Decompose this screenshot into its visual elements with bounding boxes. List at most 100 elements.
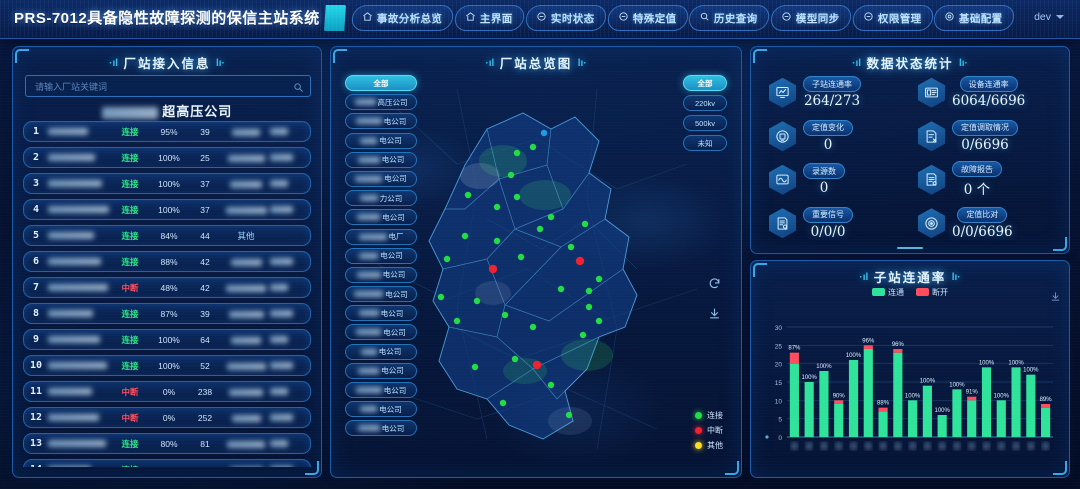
table-row[interactable]: 7 中断 48% 42: [23, 277, 311, 298]
map-org-filter[interactable]: 全部: [345, 75, 417, 91]
map-org-filter[interactable]: 电公司: [345, 170, 417, 187]
table-row[interactable]: 10 连接 100% 52: [23, 355, 311, 376]
map-org-filter[interactable]: 电公司: [345, 305, 417, 322]
map-org-filter[interactable]: 电公司: [345, 151, 417, 168]
map-voltage-filter[interactable]: 500kv: [683, 115, 727, 131]
row-percent: 100%: [158, 360, 180, 371]
map-voltage-filter-list[interactable]: 全部 220kv 500kv 未知: [683, 75, 727, 155]
bar-segment-connected: [878, 411, 888, 437]
title-deco-left: ·ıl: [859, 272, 869, 283]
table-row[interactable]: 14 连接96%51: [23, 459, 311, 467]
province-map[interactable]: [337, 69, 735, 471]
stat-card[interactable]: 重要信号 0/0/0: [761, 202, 910, 246]
map-org-filter[interactable]: 电公司: [345, 382, 417, 398]
refresh-icon[interactable]: [708, 277, 721, 295]
map-title: ·ıl 厂站总览图 lı·: [331, 53, 741, 72]
app-header: PRS-7012具备隐性故障探测的保信主站系统 事故分析总览 主界面 实时状态 特殊定…: [0, 0, 1080, 39]
search-input[interactable]: [33, 76, 285, 98]
map-org-filter[interactable]: 电厂: [345, 228, 417, 245]
map-canvas[interactable]: 全部 高压公司 电公司 电公司 电公司 电公司 力公司 电公司 电厂 电公司 电公司 电公司 电公司 电公…: [337, 69, 735, 471]
bar-segment-connected: [922, 385, 932, 437]
table-row[interactable]: 9 连接 100% 64: [23, 329, 311, 350]
table-row[interactable]: 8 连接 87% 39: [23, 303, 311, 324]
tab-2[interactable]: 主界面: [453, 5, 526, 31]
download-icon[interactable]: [1050, 289, 1061, 307]
table-row[interactable]: 5 连接 84% 44 其他: [23, 225, 311, 246]
map-org-filter[interactable]: 电公司: [345, 209, 417, 226]
map-org-filter[interactable]: 力公司: [345, 190, 417, 207]
user-menu[interactable]: dev: [1034, 11, 1064, 23]
row-count: 39: [200, 308, 210, 319]
map-org-filter[interactable]: 电公司: [345, 113, 417, 130]
row-extra: [270, 461, 296, 467]
map-org-filter[interactable]: 电公司: [345, 247, 417, 264]
map-org-filter[interactable]: 电公司: [345, 286, 417, 303]
chart-legend-item[interactable]: 断开: [916, 287, 948, 298]
download-icon[interactable]: [708, 307, 721, 325]
bar-data-label: 89%: [1040, 397, 1053, 403]
tab-3[interactable]: 实时状态: [524, 5, 608, 31]
legend-dot-icon: [695, 427, 702, 434]
panel-underline: [897, 247, 923, 249]
tab-7[interactable]: 权限管理: [850, 5, 934, 31]
table-row[interactable]: 6 连接 88% 42: [23, 251, 311, 272]
map-org-filter-list[interactable]: 全部 高压公司 电公司 电公司 电公司 电公司 力公司 电公司 电厂 电公司 电公司 电公司 电公司 电公…: [345, 75, 417, 440]
map-org-filter-label: 电公司: [381, 366, 404, 376]
chart-title-text: 子站连通率: [873, 271, 947, 285]
station-list[interactable]: 1 连接 95% 39 2 连接 100% 25 3 连接 100% 37 4 连接 100% 37 5 连接 84…: [23, 121, 311, 467]
stat-card[interactable]: 子站连通率 264/273: [761, 71, 910, 115]
bar-data-label: 100%: [934, 408, 950, 414]
tab-8[interactable]: 基础配置: [932, 5, 1016, 31]
tab-1[interactable]: 事故分析总览: [350, 5, 456, 31]
table-row[interactable]: 3 连接 100% 37: [23, 173, 311, 194]
search-box[interactable]: [25, 75, 311, 98]
stat-card[interactable]: 录源数 0: [761, 158, 910, 202]
y-tick-label: 0: [778, 435, 782, 442]
table-row[interactable]: 4 连接 100% 37: [23, 199, 311, 220]
stat-card[interactable]: 定值比对 0/0/6696: [910, 202, 1059, 246]
bar-segment-connected: [908, 400, 918, 437]
row-percent: 100%: [158, 178, 180, 189]
bar-data-label: 88%: [877, 401, 890, 407]
map-org-filter[interactable]: 电公司: [345, 266, 417, 283]
map-org-filter[interactable]: 电公司: [345, 343, 417, 360]
map-tools[interactable]: [708, 277, 721, 325]
stat-label: 故障报告: [952, 161, 1002, 178]
table-row[interactable]: 1 连接 95% 39: [23, 121, 311, 142]
table-row[interactable]: 12 中断 0% 252: [23, 407, 311, 428]
bar-segment-connected: [952, 389, 962, 437]
map-org-filter[interactable]: 电公司: [345, 420, 417, 437]
stat-label: 设备连通率: [959, 76, 1018, 93]
map-org-filter[interactable]: 电公司: [345, 324, 417, 341]
tab-label: 模型同步: [795, 12, 840, 25]
map-voltage-filter[interactable]: 未知: [683, 135, 727, 151]
map-org-filter[interactable]: 电公司: [345, 362, 417, 379]
table-row[interactable]: 11 中断 0% 238: [23, 381, 311, 402]
tab-6[interactable]: 模型同步: [769, 5, 853, 31]
stat-card[interactable]: 定值变化 0: [761, 115, 910, 159]
table-row[interactable]: 13 连接 80% 81: [23, 433, 311, 454]
map-org-filter[interactable]: 电公司: [345, 401, 417, 418]
chart-legend[interactable]: 连通 断开: [751, 287, 1069, 298]
status-badge: 连接: [121, 360, 139, 371]
legend-dot-icon: [695, 442, 702, 449]
tab-5[interactable]: 历史查询: [687, 5, 771, 31]
map-org-filter[interactable]: 电公司: [345, 132, 417, 149]
map-org-filter[interactable]: 高压公司: [345, 94, 417, 111]
chart-legend-item[interactable]: 连通: [872, 287, 904, 298]
org-name: 超高压公司: [13, 101, 321, 120]
row-count: 64: [200, 334, 210, 345]
map-voltage-filter[interactable]: 全部: [683, 75, 727, 91]
bar-data-label: 100%: [816, 364, 832, 370]
stat-card[interactable]: 定值调取情况 0/6696: [910, 115, 1059, 159]
map-voltage-filter[interactable]: 220kv: [683, 95, 727, 111]
search-icon[interactable]: [293, 80, 304, 98]
tab-4[interactable]: 特殊定值: [605, 5, 690, 31]
x-tick-label-redacted: [864, 442, 872, 450]
stat-card[interactable]: 故障报告 0 个: [910, 158, 1059, 202]
row-index: 9: [32, 334, 40, 345]
x-tick-label-redacted: [820, 442, 828, 450]
table-row[interactable]: 2 连接 100% 25: [23, 147, 311, 168]
stat-card[interactable]: 设备连通率 6064/6696: [910, 71, 1059, 115]
